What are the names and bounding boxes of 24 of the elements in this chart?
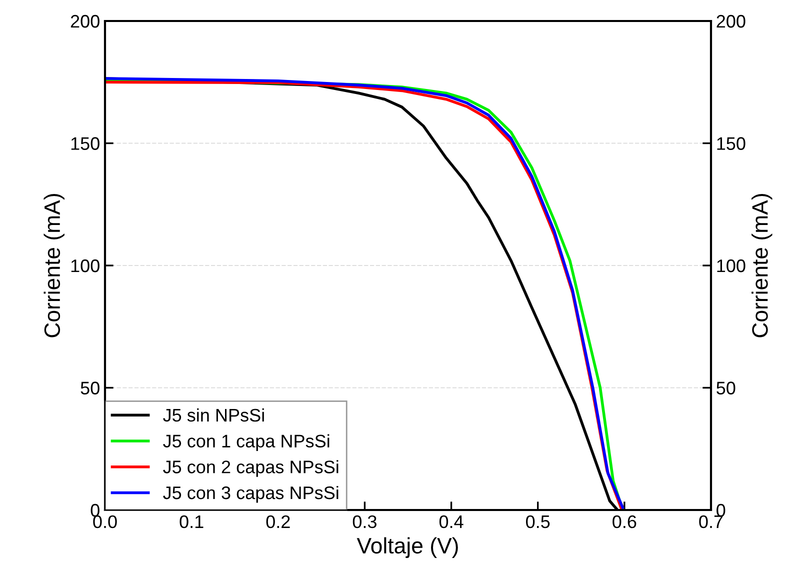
x-tick-label: 0.5	[526, 515, 550, 528]
y2-tick-label: 100	[717, 259, 746, 272]
x-axis-title: Voltaje (V)	[356, 537, 458, 558]
y-tick-label: 150	[71, 137, 100, 150]
y2-tick-label: 150	[717, 137, 746, 150]
x-tick-label: 0.1	[180, 515, 204, 528]
x-tick-label: 0.0	[93, 515, 117, 528]
legend-label: J5 sin NPsSi	[163, 408, 264, 422]
y-tick-label: 100	[71, 259, 100, 272]
x-tick-label: 0.7	[699, 515, 723, 528]
y2-axis-title: Corriente (mA)	[752, 194, 772, 338]
x-tick-label: 0.6	[612, 515, 636, 528]
x-tick-label: 0.4	[439, 515, 464, 528]
x-tick-label: 0.2	[266, 515, 290, 528]
y-tick-label: 0	[90, 504, 100, 517]
legend-label: J5 con 1 capa NPsSi	[163, 434, 330, 452]
y-tick-label: 50	[80, 382, 100, 394]
y2-tick-label: 200	[716, 14, 746, 28]
y2-tick-label: 50	[716, 382, 736, 394]
y-axis-title: Corriente (mA)	[44, 194, 64, 338]
x-tick-label: 0.3	[352, 515, 376, 528]
y-tick-label: 200	[70, 14, 100, 28]
legend-label: J5 con 3 capas NPsSi	[163, 486, 338, 503]
legend-label: J5 con 2 capas NPsSi	[163, 460, 338, 477]
